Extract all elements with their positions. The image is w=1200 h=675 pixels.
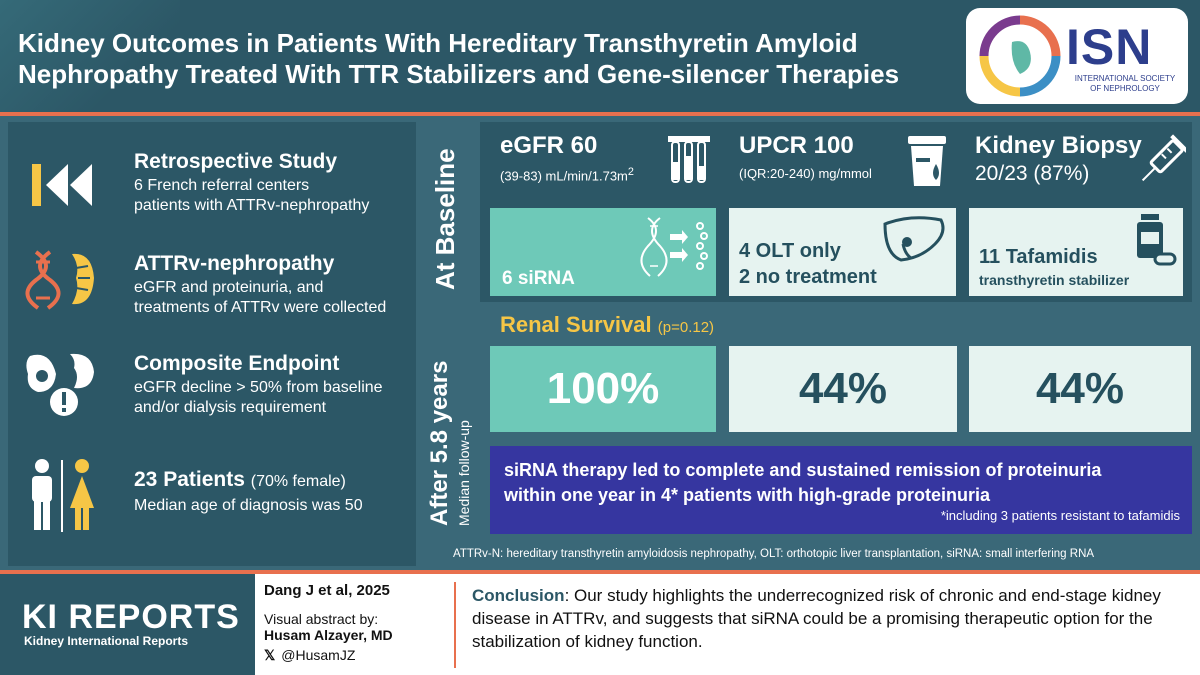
- olt-group: 4 OLT only 2 no treatment: [729, 208, 956, 296]
- dna-kidney-icon: [25, 250, 94, 310]
- isn-ring-icon: [979, 15, 1061, 97]
- sirna-finding: siRNA therapy led to complete and sustai…: [490, 446, 1192, 534]
- x-logo-icon: 𝕏: [264, 647, 276, 663]
- rewind-icon: [32, 164, 92, 206]
- survival-tafamidis: 44%: [969, 346, 1191, 432]
- citation: Dang J et al, 2025 Visual abstract by: H…: [264, 582, 393, 663]
- syringe-icon: [1141, 134, 1186, 182]
- tafamidis-group: 11 Tafamidis transthyretin stabilizer: [969, 208, 1183, 296]
- upcr-stat: UPCR 100 (IQR:20-240) mg/mmol: [739, 132, 872, 181]
- page-title: Kidney Outcomes in Patients With Heredit…: [18, 28, 900, 89]
- footer: KI REPORTS Kidney International Reports …: [0, 574, 1200, 675]
- sirna-group: 6 siRNA: [490, 208, 716, 296]
- survival-olt: 44%: [729, 346, 957, 432]
- pill-bottle-icon: [1137, 214, 1177, 266]
- baseline-label: At Baseline: [430, 148, 460, 290]
- egfr-stat: eGFR 60 (39-83) mL/min/1.73m2: [500, 132, 634, 184]
- divider: [0, 112, 1200, 116]
- x-handle[interactable]: 𝕏 @HusamJZ: [264, 647, 356, 663]
- divider: [0, 570, 1200, 574]
- survival-sirna: 100%: [490, 346, 716, 432]
- ki-reports-logo: KI REPORTS Kidney International Reports: [0, 574, 255, 675]
- conclusion: Conclusion: Our study highlights the und…: [472, 586, 1161, 651]
- biopsy-stat: Kidney Biopsy 20/23 (87%): [975, 132, 1142, 185]
- divider: [454, 582, 456, 668]
- renal-survival-title: Renal Survival (p=0.12): [500, 312, 715, 337]
- kidney-warning-icon: [26, 353, 94, 416]
- gene-silencing-icon: [640, 217, 708, 277]
- urine-cup-icon: [908, 136, 946, 186]
- baseline-panel: eGFR 60 (39-83) mL/min/1.73m2 UPCR 100 (…: [480, 122, 1192, 302]
- study-panel: Retrospective Study 6 French referral ce…: [8, 122, 416, 566]
- header: Kidney Outcomes in Patients With Heredit…: [0, 0, 1200, 112]
- after-label: After 5.8 years Median follow-up: [426, 360, 472, 526]
- abbreviations-footnote: ATTRv-N: hereditary transthyretin amyloi…: [453, 548, 1095, 560]
- test-tubes-icon: [668, 136, 710, 183]
- isn-logo: ISN INTERNATIONAL SOCIETY OF NEPHROLOGY: [966, 8, 1188, 104]
- people-icon: [32, 459, 94, 532]
- liver-icon: [883, 216, 945, 262]
